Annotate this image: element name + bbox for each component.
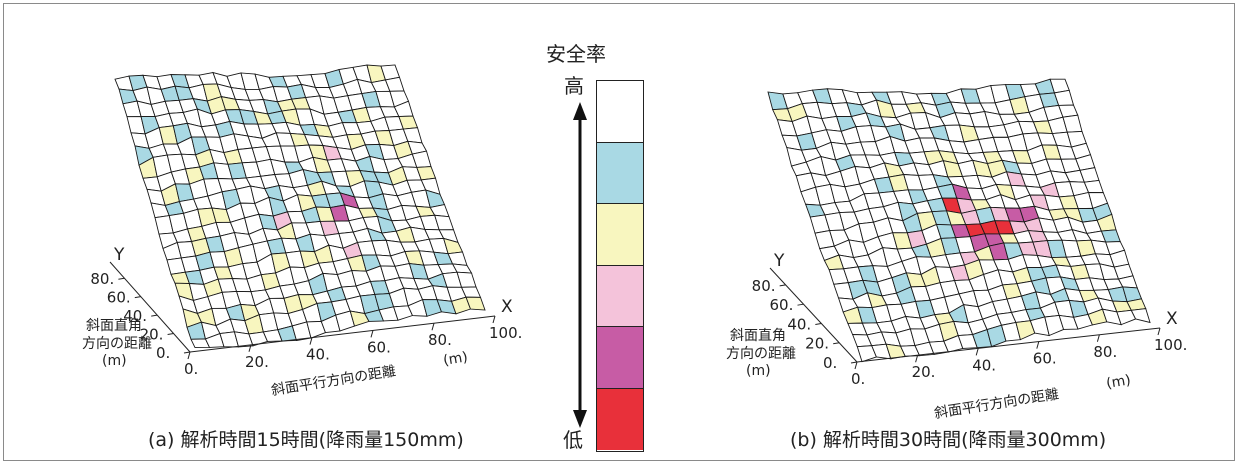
y-tick-label: 20. xyxy=(140,326,164,344)
y-tick xyxy=(167,333,174,336)
y-tick xyxy=(118,277,125,280)
x-tick-label: 40. xyxy=(972,356,996,374)
x-axis-letter: X xyxy=(1166,309,1178,329)
y-axis-unit: (m) xyxy=(102,353,127,369)
surface-cell xyxy=(1130,308,1151,324)
x-tick xyxy=(1096,334,1100,342)
x-axis-line xyxy=(856,327,1161,363)
x-tick-label: 60. xyxy=(1033,350,1057,368)
x-tick xyxy=(370,330,374,338)
x-axis-title: 斜面平行方向の距離 xyxy=(933,385,1060,422)
x-tick-label: 80. xyxy=(428,331,452,349)
y-tick xyxy=(779,284,786,287)
x-axis-unit: (m) xyxy=(1105,372,1132,392)
y-axis-unit: (m) xyxy=(746,363,771,379)
x-axis-unit: (m) xyxy=(442,349,469,369)
y-tick xyxy=(797,303,804,306)
legend-swatch xyxy=(597,81,643,143)
y-tick xyxy=(833,342,840,345)
caption-b: (b) 解析時間30時間(降雨量300mm) xyxy=(790,429,1107,451)
surface-cell xyxy=(465,296,486,311)
y-axis-title: 斜面直角 xyxy=(86,317,142,334)
y-tick-label: 80. xyxy=(90,270,114,288)
y-tick-label: 40. xyxy=(123,307,147,325)
x-tick-label: 60. xyxy=(367,338,391,356)
x-tick xyxy=(492,315,496,324)
x-tick-label: 0. xyxy=(184,360,198,378)
legend-color-bar xyxy=(596,80,644,452)
legend-low-label: 低 xyxy=(563,428,583,452)
surface-mesh xyxy=(114,64,486,349)
y-axis-letter: Y xyxy=(113,245,125,265)
y-tick-label: 0. xyxy=(156,344,170,362)
x-tick-label: 20. xyxy=(912,363,936,381)
y-tick xyxy=(134,296,141,299)
legend-swatch xyxy=(597,142,643,204)
surface-mesh xyxy=(767,78,1151,363)
y-axis-letter: Y xyxy=(773,251,785,271)
x-tick xyxy=(1157,327,1161,336)
x-tick xyxy=(975,348,979,356)
y-axis-title: 方向の距離 xyxy=(82,335,152,352)
legend-swatch xyxy=(597,265,643,327)
x-axis-letter: X xyxy=(501,297,513,317)
x-tick-label: 20. xyxy=(245,353,269,371)
figure-frame xyxy=(3,3,1235,461)
y-axis-line xyxy=(769,267,858,363)
legend-swatch xyxy=(597,388,643,450)
x-axis-line xyxy=(189,315,496,353)
x-tick-label: 40. xyxy=(306,346,330,364)
x-tick-label: 0. xyxy=(851,370,865,388)
y-tick-label: 80. xyxy=(752,277,776,295)
x-tick xyxy=(248,344,252,352)
legend-arrow xyxy=(573,102,587,428)
y-tick-label: 20. xyxy=(805,335,829,353)
y-tick xyxy=(850,361,858,364)
y-axis-line xyxy=(109,261,191,353)
x-tick-label: 100. xyxy=(1154,336,1187,354)
y-tick-label: 60. xyxy=(769,296,793,314)
legend-high-label: 高 xyxy=(564,74,584,98)
x-tick-label: 80. xyxy=(1093,343,1117,361)
x-tick xyxy=(915,355,919,363)
x-tick xyxy=(1036,341,1040,349)
y-axis-title: 斜面直角 xyxy=(730,327,786,344)
y-tick xyxy=(815,322,822,325)
x-tick xyxy=(854,361,858,370)
legend-swatch xyxy=(597,204,643,266)
y-tick xyxy=(151,314,158,317)
y-tick-label: 40. xyxy=(787,315,811,333)
x-tick xyxy=(187,351,191,360)
legend-swatch xyxy=(597,327,643,389)
y-axis-title: 方向の距離 xyxy=(726,345,796,362)
x-tick xyxy=(431,323,435,331)
caption-a: (a) 解析時間15時間(降雨量150mm) xyxy=(148,429,464,451)
x-tick xyxy=(309,337,313,345)
y-tick-label: 0. xyxy=(823,354,837,372)
y-tick-label: 60. xyxy=(107,289,131,307)
x-tick-label: 100. xyxy=(489,324,522,342)
y-tick xyxy=(183,351,191,354)
legend-title: 安全率 xyxy=(546,42,606,66)
